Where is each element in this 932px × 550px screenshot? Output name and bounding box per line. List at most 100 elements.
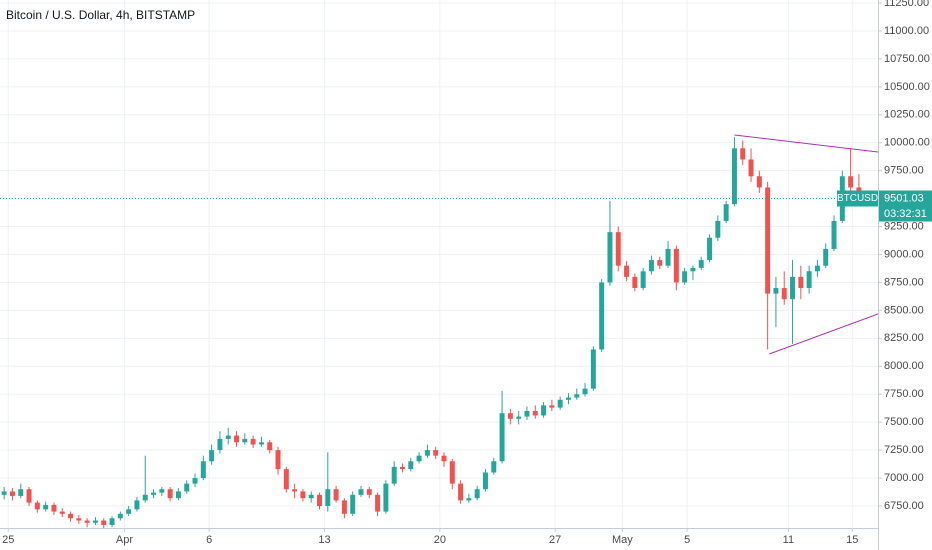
candle-body — [806, 271, 812, 289]
candle-body — [781, 288, 787, 300]
trendline — [769, 313, 878, 355]
candle-body — [18, 489, 24, 496]
candle-body — [325, 489, 331, 506]
candle-body — [615, 232, 621, 266]
x-tick-label: May — [612, 534, 633, 546]
x-tick-label: 6 — [206, 534, 212, 546]
chart-title: Bitcoin / U.S. Dollar, 4h, BITSTAMP — [6, 8, 195, 22]
candle-body — [524, 410, 530, 417]
candle-body — [192, 478, 198, 484]
candle-body — [823, 248, 829, 266]
candle-body — [773, 288, 779, 294]
candle-body — [333, 489, 339, 501]
candle-body — [499, 413, 505, 462]
y-tick-label: 11250.00 — [884, 0, 929, 9]
x-tick-label: 11 — [783, 534, 794, 546]
candle-body — [51, 504, 57, 512]
y-tick-label: 10000.00 — [884, 137, 930, 149]
plot-area — [0, 134, 878, 528]
candle-body — [9, 491, 15, 496]
candle-body — [698, 260, 704, 268]
candle-body — [574, 394, 580, 398]
y-tick-label: 8250.00 — [884, 332, 924, 344]
candle-body — [665, 248, 671, 266]
candle-body — [225, 435, 231, 439]
y-tick-label: 10250.00 — [884, 109, 930, 121]
candle-body — [341, 500, 347, 514]
countdown-label: 03:32:31 — [884, 208, 927, 220]
candle-body — [648, 260, 654, 272]
candle-body — [416, 455, 422, 462]
candle-body — [26, 489, 32, 503]
candle-body — [267, 442, 273, 451]
candle-body — [175, 491, 181, 499]
candle-body — [258, 442, 264, 445]
candle-body — [557, 399, 563, 408]
candle-body — [549, 405, 555, 408]
x-tick-label: 27 — [549, 534, 561, 546]
candle-body — [375, 494, 381, 512]
candle-body — [582, 388, 588, 395]
trendline — [734, 134, 878, 153]
candle-body — [399, 466, 405, 470]
candle-body — [690, 267, 696, 272]
candle-body — [300, 491, 306, 499]
candle-body — [441, 455, 447, 462]
candle-body — [184, 483, 190, 492]
y-tick-label: 7000.00 — [884, 472, 924, 484]
candle-body — [458, 483, 464, 501]
y-tick-label: 7250.00 — [884, 444, 924, 456]
candle-body — [408, 461, 414, 470]
price-label: 9501.03 — [884, 192, 924, 204]
candle-body — [1, 491, 7, 495]
symbol-label: BTCUSD — [837, 193, 878, 204]
candle-body — [848, 176, 854, 188]
candle-body — [151, 492, 157, 495]
candle-body — [358, 489, 364, 495]
y-tick-label: 9750.00 — [884, 165, 924, 177]
candle-body — [740, 148, 746, 160]
candle-body — [814, 265, 820, 272]
y-tick-label: 8500.00 — [884, 304, 924, 316]
candle-body — [200, 461, 206, 479]
candle-body — [126, 509, 132, 514]
candle-body — [217, 438, 223, 451]
candle-body — [640, 271, 646, 289]
candle-body — [466, 498, 472, 501]
y-tick-label: 7500.00 — [884, 416, 924, 428]
candle-body — [507, 413, 513, 419]
candle-body — [516, 416, 522, 419]
candle-body — [607, 232, 613, 283]
x-tick-label: 15 — [846, 534, 858, 546]
y-tick-label: 8000.00 — [884, 360, 924, 372]
grid — [0, 0, 878, 528]
y-tick-label: 7750.00 — [884, 388, 924, 400]
candle-body — [43, 504, 49, 510]
candle-body — [283, 469, 289, 490]
candle-body — [433, 450, 439, 456]
candle-body — [482, 472, 488, 490]
candle-body — [275, 450, 281, 470]
countdown-tag — [879, 206, 932, 222]
y-tick-label: 11000.00 — [884, 25, 929, 37]
y-tick-label: 9000.00 — [884, 248, 924, 260]
x-tick-label: 25 — [2, 534, 14, 546]
candle-body — [109, 518, 115, 525]
candle-body — [308, 494, 314, 499]
price-tag — [879, 190, 932, 207]
x-tick-label: 20 — [434, 534, 446, 546]
candle-body — [673, 248, 679, 283]
symbol-tag — [837, 190, 878, 207]
candle-body — [84, 520, 90, 523]
candle-body — [167, 489, 173, 499]
candle-body — [449, 461, 455, 484]
candle-body — [391, 466, 397, 484]
candle-body — [541, 405, 547, 416]
candle-body — [134, 500, 140, 510]
y-tick-label: 10750.00 — [884, 53, 930, 65]
candle-body — [831, 220, 837, 249]
y-tick-label: 8750.00 — [884, 276, 924, 288]
candle-body — [159, 489, 165, 493]
